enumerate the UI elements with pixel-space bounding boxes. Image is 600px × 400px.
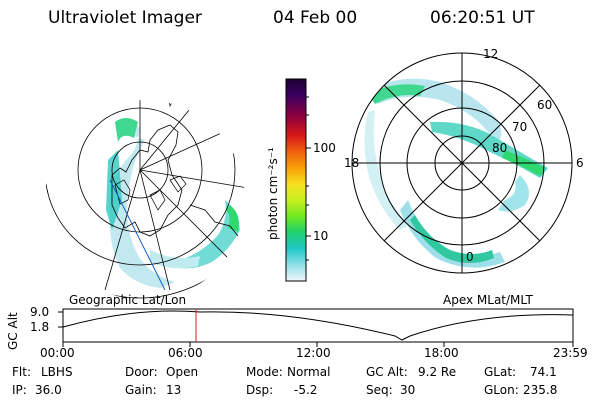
orbit-ytick-high: 9.0 <box>30 305 50 319</box>
apex-caption: Apex MLat/MLT <box>443 293 533 307</box>
colorbar-tick-10: 10 <box>313 229 329 243</box>
instrument-title: Ultraviolet Imager <box>48 8 202 28</box>
orbit-ytick-low: 1.8 <box>30 320 50 334</box>
colorbar <box>285 78 311 282</box>
geographic-map <box>45 100 245 299</box>
orbit-plot <box>58 308 574 347</box>
glon-label: GLon: <box>484 383 519 397</box>
mode-label: Mode: <box>246 365 283 379</box>
mlt-label-6: 6 <box>576 156 584 170</box>
dsp-label: Dsp: <box>246 383 274 397</box>
mlat-label-80: 80 <box>492 141 508 155</box>
glat-value: 74.1 <box>530 365 557 379</box>
orbit-ylabel: GC Alt <box>6 312 20 350</box>
gain-value: 13 <box>166 383 182 397</box>
ip-value: 36.0 <box>35 383 62 397</box>
mlt-label-18: 18 <box>344 156 360 170</box>
mlat-label-70: 70 <box>512 120 528 134</box>
geographic-caption: Geographic Lat/Lon <box>69 293 187 307</box>
orbit-xtick-1200: 12:00 <box>296 346 331 360</box>
door-label: Door: <box>125 365 158 379</box>
orbit-xtick-0600: 06:00 <box>168 346 203 360</box>
flt-value: LBHS <box>41 365 73 379</box>
door-value: Open <box>166 365 199 379</box>
mlat-label-60: 60 <box>537 98 553 112</box>
gain-label: Gain: <box>125 383 157 397</box>
polar-plot <box>351 52 573 274</box>
mode-value: Normal <box>287 365 331 379</box>
mlt-label-0: 0 <box>466 250 474 264</box>
seq-value: 30 <box>400 383 416 397</box>
ip-label: IP: <box>12 383 27 397</box>
orbit-xtick-2359: 23:59 <box>553 346 588 360</box>
colorbar-tick-100: 100 <box>313 141 336 155</box>
gcalt-label: GC Alt: <box>366 365 408 379</box>
gcalt-value: 9.2 Re <box>418 365 457 379</box>
image-time: 06:20:51 UT <box>430 8 535 28</box>
orbit-xtick-1800: 18:00 <box>424 346 459 360</box>
flt-label: Flt: <box>12 365 31 379</box>
dsp-value: -5.2 <box>294 383 318 397</box>
colorbar-unit: photon cm⁻²s⁻¹ <box>266 147 280 240</box>
seq-label: Seq: <box>366 383 393 397</box>
image-date: 04 Feb 00 <box>273 8 358 28</box>
mlt-label-12: 12 <box>483 47 499 61</box>
glat-label: GLat: <box>484 365 517 379</box>
glon-value: 235.8 <box>523 383 558 397</box>
orbit-xtick-0000: 00:00 <box>40 346 75 360</box>
